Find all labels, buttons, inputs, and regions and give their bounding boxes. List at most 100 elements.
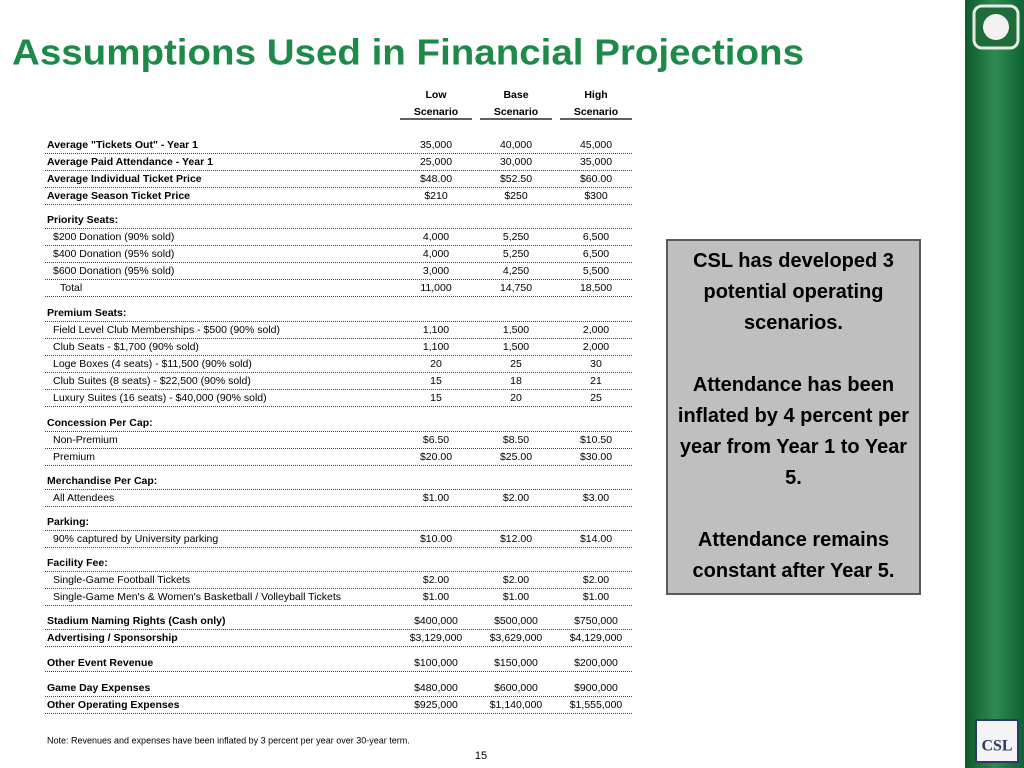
cell-value: 15 bbox=[430, 375, 442, 387]
section-title: Facility Fee: bbox=[47, 557, 108, 569]
cell-value: 4,250 bbox=[503, 265, 529, 277]
row-label: Total bbox=[60, 282, 82, 294]
row-label: Other Event Revenue bbox=[47, 657, 153, 669]
cell-value: 11,000 bbox=[420, 282, 451, 294]
cell-value: 1,100 bbox=[423, 341, 449, 353]
callout-box: CSL has developed 3 potential operating … bbox=[666, 239, 921, 595]
cell-value: 3,000 bbox=[423, 265, 449, 277]
cell-value: $3,129,000 bbox=[410, 632, 463, 644]
cell-value: 14,750 bbox=[500, 282, 532, 294]
cell-value: $600,000 bbox=[494, 682, 538, 694]
cell-value: $925,000 bbox=[414, 699, 458, 711]
row-label: $600 Donation (95% sold) bbox=[53, 265, 174, 277]
row-label: Game Day Expenses bbox=[47, 682, 150, 694]
cell-value: 30,000 bbox=[500, 156, 532, 168]
cell-value: 25 bbox=[590, 392, 602, 404]
cell-value: $400,000 bbox=[414, 615, 458, 627]
row-label: $400 Donation (95% sold) bbox=[53, 248, 174, 260]
cell-value: $1,140,000 bbox=[490, 699, 543, 711]
cell-value: 5,250 bbox=[503, 248, 529, 260]
side-band bbox=[965, 0, 1024, 768]
cell-value: $2.00 bbox=[583, 574, 609, 586]
row-label: Field Level Club Memberships - $500 (90%… bbox=[53, 324, 280, 336]
row-label: 90% captured by University parking bbox=[53, 533, 218, 545]
row-label: Non-Premium bbox=[53, 434, 118, 446]
section-title: Priority Seats: bbox=[47, 214, 118, 226]
cell-value: 18,500 bbox=[580, 282, 612, 294]
column-header: Base bbox=[503, 89, 528, 101]
cell-value: 15 bbox=[430, 392, 442, 404]
cell-value: 18 bbox=[510, 375, 522, 387]
callout-paragraph: Attendance remains constant after Year 5… bbox=[692, 529, 895, 582]
cell-value: $250 bbox=[504, 190, 528, 202]
csl-logo-text: CSL bbox=[981, 738, 1012, 755]
row-label: Club Suites (8 seats) - $22,500 (90% sol… bbox=[53, 375, 251, 387]
cell-value: 40,000 bbox=[500, 139, 532, 151]
cell-value: $1.00 bbox=[423, 492, 449, 504]
cell-value: 45,000 bbox=[580, 139, 612, 151]
column-header: Scenario bbox=[414, 106, 458, 118]
cell-value: 25,000 bbox=[420, 156, 452, 168]
cell-value: $52.50 bbox=[500, 173, 532, 185]
cell-value: 2,000 bbox=[583, 341, 609, 353]
row-label: Single-Game Football Tickets bbox=[53, 574, 190, 586]
footnote: Note: Revenues and expenses have been in… bbox=[47, 735, 410, 745]
cell-value: $1,555,000 bbox=[570, 699, 623, 711]
column-header: Low bbox=[426, 89, 448, 101]
ram-logo-head bbox=[983, 14, 1009, 40]
cell-value: $2.00 bbox=[423, 574, 449, 586]
cell-value: $12.00 bbox=[500, 533, 532, 545]
cell-value: $2.00 bbox=[503, 574, 529, 586]
row-label: Loge Boxes (4 seats) - $11,500 (90% sold… bbox=[53, 358, 252, 370]
page-number: 15 bbox=[475, 750, 487, 762]
cell-value: $900,000 bbox=[574, 682, 618, 694]
cell-value: $480,000 bbox=[414, 682, 458, 694]
cell-value: $500,000 bbox=[494, 615, 538, 627]
cell-value: 5,250 bbox=[503, 231, 529, 243]
cell-value: $2.00 bbox=[503, 492, 529, 504]
section-title: Merchandise Per Cap: bbox=[47, 475, 157, 487]
cell-value: $3.00 bbox=[583, 492, 609, 504]
cell-value: 35,000 bbox=[580, 156, 612, 168]
cell-value: 5,500 bbox=[583, 265, 609, 277]
row-label: Advertising / Sponsorship bbox=[47, 632, 178, 644]
cell-value: $20.00 bbox=[420, 451, 452, 463]
row-label: Luxury Suites (16 seats) - $40,000 (90% … bbox=[53, 392, 267, 404]
section-title: Parking: bbox=[47, 516, 89, 528]
cell-value: 20 bbox=[510, 392, 522, 404]
cell-value: $25.00 bbox=[500, 451, 532, 463]
cell-value: $200,000 bbox=[574, 657, 618, 669]
row-label: Average Season Ticket Price bbox=[47, 190, 190, 202]
row-label: Premium bbox=[53, 451, 95, 463]
slide-title: Assumptions Used in Financial Projection… bbox=[12, 32, 804, 73]
cell-value: 4,000 bbox=[423, 248, 449, 260]
cell-value: $4,129,000 bbox=[570, 632, 623, 644]
cell-value: $1.00 bbox=[423, 591, 449, 603]
cell-value: 1,500 bbox=[503, 341, 529, 353]
cell-value: 25 bbox=[510, 358, 522, 370]
cell-value: $14.00 bbox=[580, 533, 612, 545]
row-label: Club Seats - $1,700 (90% sold) bbox=[53, 341, 199, 353]
column-header: Scenario bbox=[574, 106, 618, 118]
cell-value: 30 bbox=[590, 358, 602, 370]
section-title: Premium Seats: bbox=[47, 307, 126, 319]
cell-value: $1.00 bbox=[583, 591, 609, 603]
cell-value: $750,000 bbox=[574, 615, 618, 627]
cell-value: $3,629,000 bbox=[490, 632, 543, 644]
row-label: $200 Donation (90% sold) bbox=[53, 231, 174, 243]
row-label: Other Operating Expenses bbox=[47, 699, 180, 711]
cell-value: $30.00 bbox=[580, 451, 612, 463]
cell-value: 4,000 bbox=[423, 231, 449, 243]
cell-value: $8.50 bbox=[503, 434, 529, 446]
row-label: All Attendees bbox=[53, 492, 114, 504]
row-label: Single-Game Men's & Women's Basketball /… bbox=[53, 591, 341, 603]
cell-value: 6,500 bbox=[583, 248, 609, 260]
cell-value: $48.00 bbox=[420, 173, 452, 185]
callout-paragraph: CSL has developed 3 potential operating … bbox=[693, 250, 894, 334]
section-title: Concession Per Cap: bbox=[47, 417, 153, 429]
cell-value: $1.00 bbox=[503, 591, 529, 603]
cell-value: 1,100 bbox=[423, 324, 449, 336]
cell-value: $150,000 bbox=[494, 657, 538, 669]
row-label: Average Paid Attendance - Year 1 bbox=[47, 156, 213, 168]
